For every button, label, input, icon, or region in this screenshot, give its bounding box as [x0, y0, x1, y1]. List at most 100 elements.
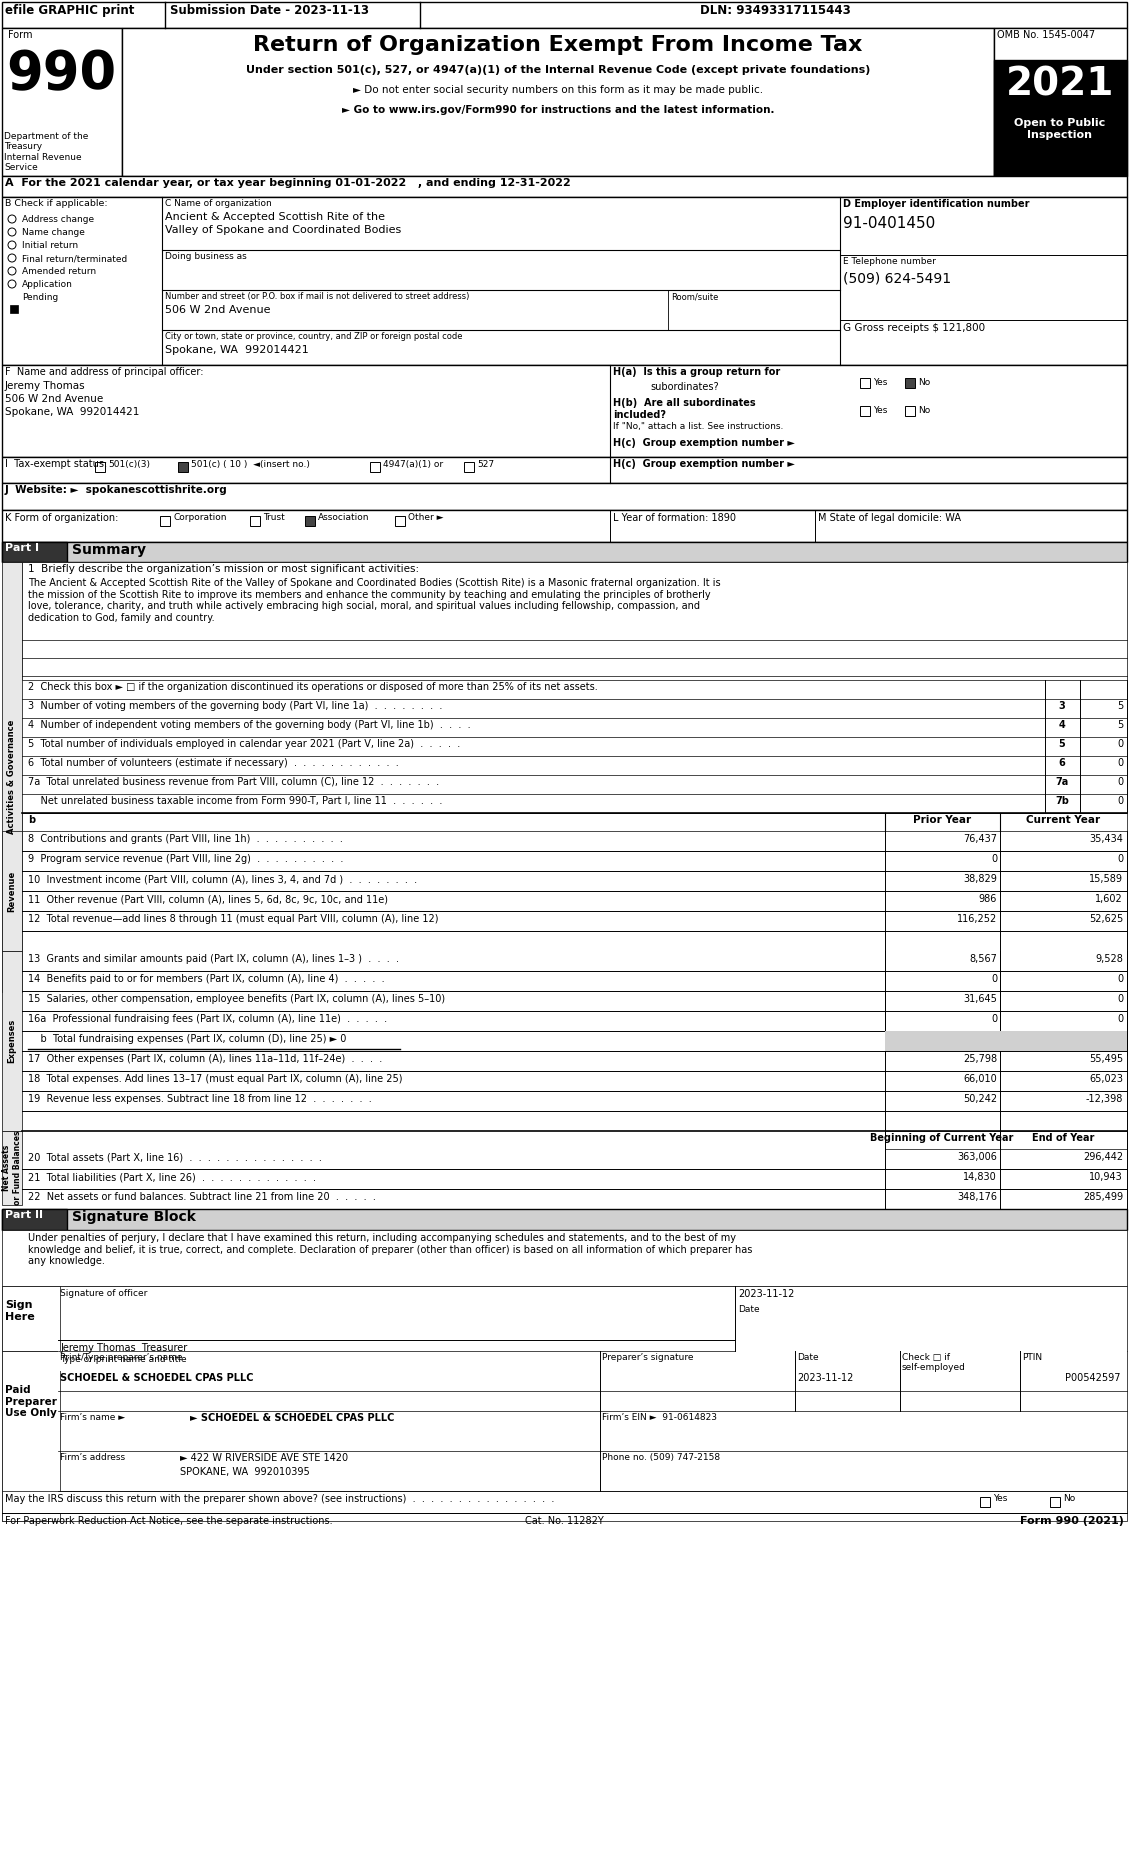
- Bar: [994, 60, 1127, 175]
- Text: Name change: Name change: [21, 227, 85, 237]
- Text: E Telephone number: E Telephone number: [843, 257, 936, 267]
- Text: 0: 0: [991, 975, 997, 984]
- Text: Signature of officer: Signature of officer: [60, 1290, 148, 1297]
- Text: No: No: [918, 406, 930, 416]
- Bar: [370, 462, 380, 472]
- Text: SPOKANE, WA  992010395: SPOKANE, WA 992010395: [180, 1467, 309, 1476]
- Text: Date: Date: [738, 1305, 760, 1314]
- Text: Valley of Spokane and Coordinated Bodies: Valley of Spokane and Coordinated Bodies: [165, 226, 401, 235]
- Bar: [860, 378, 870, 388]
- Text: 4: 4: [1059, 720, 1066, 731]
- Text: 501(c) ( 10 )  ◄(insert no.): 501(c) ( 10 ) ◄(insert no.): [191, 460, 309, 470]
- Text: H(b)  Are all subordinates: H(b) Are all subordinates: [613, 399, 755, 408]
- Text: I  Tax-exempt status:: I Tax-exempt status:: [5, 459, 107, 470]
- Bar: [21, 813, 1127, 831]
- Bar: [2, 365, 1127, 457]
- Text: 0: 0: [991, 1014, 997, 1023]
- Bar: [2, 2, 1127, 28]
- Text: 2021: 2021: [1006, 65, 1114, 103]
- Text: Form: Form: [8, 30, 33, 39]
- Text: L Year of formation: 1890: L Year of formation: 1890: [613, 513, 736, 524]
- Bar: [885, 1031, 1000, 1051]
- Text: 91-0401450: 91-0401450: [843, 216, 935, 231]
- Text: G Gross receipts $ 121,800: G Gross receipts $ 121,800: [843, 322, 986, 334]
- Text: 20  Total assets (Part X, line 16)  .  .  .  .  .  .  .  .  .  .  .  .  .  .  .: 20 Total assets (Part X, line 16) . . . …: [28, 1152, 322, 1161]
- Text: 0: 0: [1117, 854, 1123, 865]
- Text: efile GRAPHIC print: efile GRAPHIC print: [5, 4, 134, 17]
- Bar: [994, 28, 1127, 175]
- Text: (509) 624-5491: (509) 624-5491: [843, 272, 951, 285]
- Text: K Form of organization:: K Form of organization:: [5, 513, 119, 524]
- Text: Firm’s name ►: Firm’s name ►: [60, 1413, 125, 1422]
- Bar: [122, 28, 994, 175]
- Bar: [395, 516, 405, 526]
- Bar: [305, 516, 315, 526]
- Bar: [2, 28, 122, 175]
- Bar: [2, 1286, 60, 1351]
- Text: Trust: Trust: [263, 513, 285, 522]
- Bar: [905, 378, 914, 388]
- Text: Cat. No. 11282Y: Cat. No. 11282Y: [525, 1515, 603, 1527]
- Text: PTIN: PTIN: [1022, 1353, 1042, 1363]
- Text: 66,010: 66,010: [963, 1074, 997, 1085]
- Bar: [95, 462, 105, 472]
- Bar: [1000, 1031, 1127, 1051]
- Text: Address change: Address change: [21, 214, 94, 224]
- Bar: [2, 1351, 1127, 1521]
- Text: 6: 6: [1059, 759, 1066, 768]
- Text: 8,567: 8,567: [969, 954, 997, 964]
- Text: 4947(a)(1) or: 4947(a)(1) or: [383, 460, 443, 470]
- Text: Jeremy Thomas  Treasurer: Jeremy Thomas Treasurer: [60, 1342, 187, 1353]
- Text: Application: Application: [21, 280, 73, 289]
- Bar: [2, 457, 1127, 483]
- Text: Spokane, WA  992014421: Spokane, WA 992014421: [5, 406, 139, 418]
- Text: 0: 0: [1117, 777, 1123, 787]
- Text: Doing business as: Doing business as: [165, 252, 247, 261]
- Text: 50,242: 50,242: [963, 1094, 997, 1103]
- Text: If "No," attach a list. See instructions.: If "No," attach a list. See instructions…: [613, 421, 784, 431]
- Bar: [2, 1131, 21, 1204]
- Bar: [2, 198, 1127, 365]
- Text: 2023-11-12: 2023-11-12: [738, 1290, 795, 1299]
- Text: Initial return: Initial return: [21, 240, 78, 250]
- Text: Room/suite: Room/suite: [671, 293, 718, 300]
- Text: Final return/terminated: Final return/terminated: [21, 254, 128, 263]
- Text: 4  Number of independent voting members of the governing body (Part VI, line 1b): 4 Number of independent voting members o…: [28, 720, 471, 731]
- Bar: [2, 951, 21, 1131]
- Text: D Employer identification number: D Employer identification number: [843, 199, 1030, 209]
- Text: Print/Type preparer’s name: Print/Type preparer’s name: [60, 1353, 183, 1363]
- Text: Beginning of Current Year: Beginning of Current Year: [870, 1133, 1014, 1143]
- Text: Part I: Part I: [5, 542, 40, 554]
- Bar: [980, 1497, 990, 1506]
- Text: 8  Contributions and grants (Part VIII, line 1h)  .  .  .  .  .  .  .  .  .  .: 8 Contributions and grants (Part VIII, l…: [28, 833, 343, 844]
- Text: 12  Total revenue—add lines 8 through 11 (must equal Part VIII, column (A), line: 12 Total revenue—add lines 8 through 11 …: [28, 913, 438, 925]
- Text: Prior Year: Prior Year: [913, 815, 971, 826]
- Text: The Ancient & Accepted Scottish Rite of the Valley of Spokane and Coordinated Bo: The Ancient & Accepted Scottish Rite of …: [28, 578, 720, 623]
- Text: Preparer’s signature: Preparer’s signature: [602, 1353, 693, 1363]
- Text: Spokane, WA  992014421: Spokane, WA 992014421: [165, 345, 308, 354]
- Text: Phone no. (509) 747-2158: Phone no. (509) 747-2158: [602, 1454, 720, 1461]
- Text: Net unrelated business taxable income from Form 990-T, Part I, line 11  .  .  . : Net unrelated business taxable income fr…: [28, 796, 443, 805]
- Bar: [10, 306, 18, 313]
- Text: included?: included?: [613, 410, 666, 419]
- Text: 15,589: 15,589: [1089, 874, 1123, 884]
- Bar: [905, 406, 914, 416]
- Text: 0: 0: [991, 854, 997, 865]
- Text: 990: 990: [6, 48, 116, 101]
- Bar: [2, 542, 1127, 563]
- Text: 11  Other revenue (Part VIII, column (A), lines 5, 6d, 8c, 9c, 10c, and 11e): 11 Other revenue (Part VIII, column (A),…: [28, 895, 388, 904]
- Text: ► SCHOEDEL & SCHOEDEL CPAS PLLC: ► SCHOEDEL & SCHOEDEL CPAS PLLC: [190, 1413, 394, 1422]
- Text: Date: Date: [797, 1353, 819, 1363]
- Bar: [2, 511, 1127, 542]
- Text: Current Year: Current Year: [1026, 815, 1100, 826]
- Text: self-employed: self-employed: [902, 1363, 966, 1372]
- Text: Expenses: Expenses: [8, 1020, 17, 1062]
- Text: Paid
Preparer
Use Only: Paid Preparer Use Only: [5, 1385, 56, 1419]
- Text: H(c)  Group exemption number ►: H(c) Group exemption number ►: [613, 459, 795, 470]
- Text: 986: 986: [979, 895, 997, 904]
- Text: Net Assets
or Fund Balances: Net Assets or Fund Balances: [2, 1131, 21, 1206]
- Text: 3  Number of voting members of the governing body (Part VI, line 1a)  .  .  .  .: 3 Number of voting members of the govern…: [28, 701, 443, 710]
- Text: ► 422 W RIVERSIDE AVE STE 1420: ► 422 W RIVERSIDE AVE STE 1420: [180, 1454, 348, 1463]
- Text: Department of the
Treasury
Internal Revenue
Service: Department of the Treasury Internal Reve…: [5, 132, 88, 171]
- Text: b: b: [28, 815, 35, 826]
